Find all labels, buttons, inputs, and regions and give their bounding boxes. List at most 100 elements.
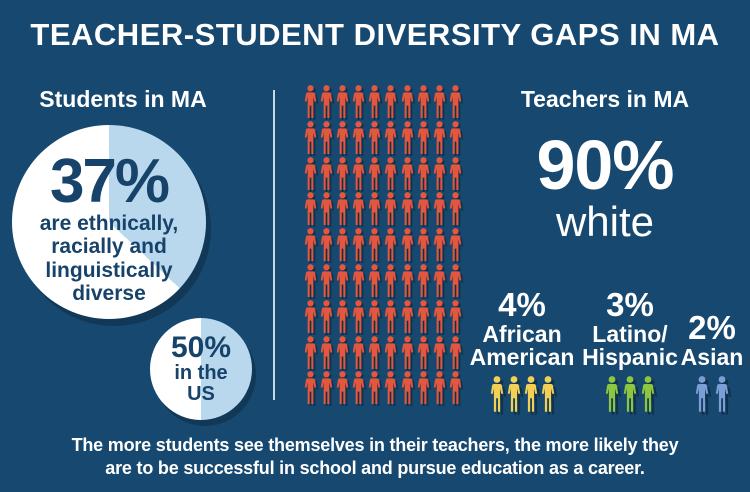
person-icon xyxy=(401,371,414,404)
person-icon xyxy=(320,264,333,297)
person-icon xyxy=(449,264,462,297)
person-icon xyxy=(417,85,430,118)
person-icon xyxy=(433,121,446,154)
person-icon xyxy=(336,192,349,225)
person-icon xyxy=(417,157,430,190)
person-icon xyxy=(320,192,333,225)
person-icon xyxy=(304,264,317,297)
teachers-white-percent: 90% xyxy=(536,126,674,204)
person-icon xyxy=(524,376,538,412)
students-us-pie-chart: 50% in the US xyxy=(150,318,252,420)
person-icon xyxy=(449,85,462,118)
person-icon xyxy=(368,336,381,369)
person-icon xyxy=(449,192,462,225)
person-icon xyxy=(336,121,349,154)
person-icon xyxy=(320,371,333,404)
person-icon xyxy=(304,192,317,225)
person-icon xyxy=(368,192,381,225)
group-percent: 4% xyxy=(498,286,546,324)
person-icon xyxy=(352,121,365,154)
teachers-group-african-american: 4% African American xyxy=(462,279,582,412)
person-icon xyxy=(304,336,317,369)
person-icon xyxy=(433,192,446,225)
person-icon xyxy=(384,157,397,190)
person-icon xyxy=(336,157,349,190)
person-icon xyxy=(336,228,349,261)
students-pictograph xyxy=(304,85,465,407)
group-pictograph xyxy=(695,376,729,412)
person-icon xyxy=(641,376,655,412)
person-icon xyxy=(541,376,555,412)
person-icon xyxy=(304,300,317,333)
person-icon xyxy=(304,228,317,261)
person-icon xyxy=(401,157,414,190)
person-icon xyxy=(368,371,381,404)
person-icon xyxy=(320,336,333,369)
person-icon xyxy=(417,121,430,154)
person-icon xyxy=(304,85,317,118)
person-icon xyxy=(417,371,430,404)
students-header: Students in MA xyxy=(39,86,207,112)
person-icon xyxy=(449,336,462,369)
group-pictograph xyxy=(605,376,655,412)
teachers-group-latino-hispanic: 3% Latino/ Hispanic xyxy=(575,279,685,412)
person-icon xyxy=(352,336,365,369)
person-icon xyxy=(417,192,430,225)
person-icon xyxy=(320,85,333,118)
students-us-caption-line: in the xyxy=(174,362,228,384)
students-ma-pie-chart: 37% are ethnically, racially and linguis… xyxy=(12,125,206,319)
person-icon xyxy=(368,85,381,118)
group-percent: 2% xyxy=(688,309,736,347)
person-icon xyxy=(449,371,462,404)
students-ma-percent: 37% xyxy=(49,147,170,216)
person-icon xyxy=(352,264,365,297)
person-icon xyxy=(368,264,381,297)
person-icon xyxy=(320,300,333,333)
students-ma-caption-line: diverse xyxy=(72,282,146,306)
person-icon xyxy=(433,371,446,404)
footer-line: are to be successful in school and pursu… xyxy=(105,458,645,479)
person-icon xyxy=(695,376,709,412)
person-icon xyxy=(336,371,349,404)
person-icon xyxy=(507,376,521,412)
person-icon xyxy=(352,371,365,404)
person-icon xyxy=(384,300,397,333)
person-icon xyxy=(433,85,446,118)
person-icon xyxy=(384,336,397,369)
group-label-line: Hispanic xyxy=(582,344,678,370)
person-icon xyxy=(304,121,317,154)
group-label-line: Asian xyxy=(680,344,744,370)
person-icon xyxy=(368,121,381,154)
group-percent: 3% xyxy=(606,286,654,324)
teachers-header: Teachers in MA xyxy=(520,86,690,112)
person-icon xyxy=(401,192,414,225)
person-icon xyxy=(384,264,397,297)
person-icon xyxy=(715,376,729,412)
person-icon xyxy=(449,228,462,261)
person-icon xyxy=(605,376,619,412)
person-icon xyxy=(401,228,414,261)
person-icon xyxy=(449,121,462,154)
person-icon xyxy=(433,300,446,333)
person-icon xyxy=(352,192,365,225)
person-icon xyxy=(336,336,349,369)
person-icon xyxy=(336,300,349,333)
person-icon xyxy=(368,300,381,333)
person-icon xyxy=(352,228,365,261)
person-icon xyxy=(368,157,381,190)
person-icon xyxy=(304,157,317,190)
person-icon xyxy=(433,264,446,297)
students-us-percent: 50% xyxy=(170,331,232,364)
person-icon xyxy=(384,85,397,118)
person-icon xyxy=(384,371,397,404)
person-icon xyxy=(401,85,414,118)
person-icon xyxy=(320,121,333,154)
person-icon xyxy=(433,228,446,261)
person-icon xyxy=(352,300,365,333)
person-icon xyxy=(490,376,504,412)
person-icon xyxy=(336,264,349,297)
divider-line xyxy=(273,90,275,400)
person-icon xyxy=(384,228,397,261)
person-icon xyxy=(433,157,446,190)
